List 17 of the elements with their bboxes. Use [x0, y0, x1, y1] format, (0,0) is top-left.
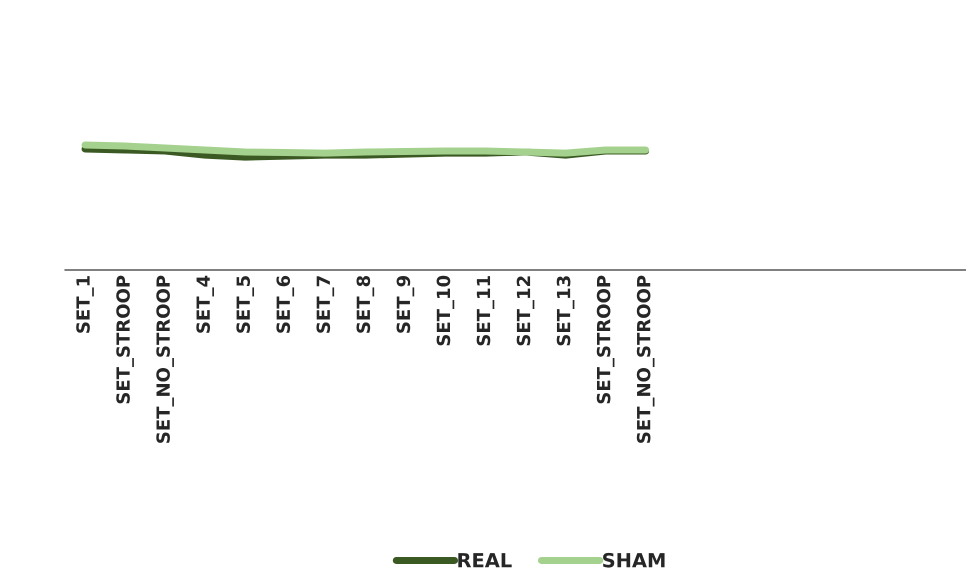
x-tick-label: SET_NO_STROOP [636, 276, 654, 443]
x-tick-label: SET_STROOP [116, 276, 134, 404]
x-tick-label: SET_8 [356, 276, 374, 333]
x-tick-label: SET_STROOP [596, 276, 614, 404]
x-tick-label: SET_6 [276, 276, 294, 333]
x-tick-label: SET_12 [516, 276, 534, 346]
x-tick-label: SET_NO_STROOP [156, 276, 174, 443]
x-tick-label: SET_4 [196, 276, 214, 333]
legend-label: REAL [458, 553, 512, 568]
x-tick-label: SET_10 [436, 276, 454, 346]
x-tick-label: SET_9 [396, 276, 414, 333]
x-tick-label: SET_13 [556, 276, 574, 346]
x-tick-label: SET_5 [236, 276, 254, 333]
legend-label: SHAM [603, 552, 665, 568]
x-tick-label: SET_11 [476, 276, 494, 346]
x-tick-label: SET_7 [316, 276, 334, 333]
x-tick-label: SET_1 [76, 276, 94, 333]
